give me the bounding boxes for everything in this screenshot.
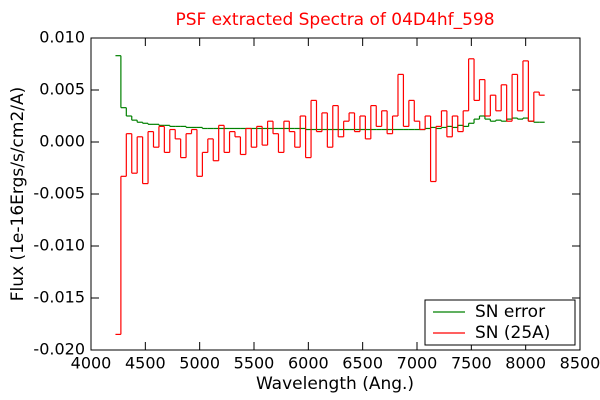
x-tick-label: 8500 bbox=[560, 354, 600, 373]
x-tick-label: 6000 bbox=[288, 354, 329, 373]
y-tick-label: 0.010 bbox=[39, 28, 85, 47]
x-tick-label: 4500 bbox=[125, 354, 166, 373]
x-axis-label: Wavelength (Ang.) bbox=[256, 374, 414, 394]
x-tick-label: 8000 bbox=[505, 354, 546, 373]
y-tick-label: -0.020 bbox=[33, 340, 85, 359]
legend-box bbox=[424, 299, 576, 346]
x-tick-label: 7500 bbox=[451, 354, 492, 373]
y-tick-label: -0.015 bbox=[33, 288, 85, 307]
y-tick-label: 0.000 bbox=[39, 132, 85, 151]
plot-area bbox=[115, 55, 545, 335]
x-tick-label: 6500 bbox=[342, 354, 383, 373]
y-tick-label: -0.005 bbox=[33, 184, 85, 203]
x-tick-label: 5500 bbox=[234, 354, 275, 373]
y-axis-label: Flux (1e-16Ergs/s/cm2/A) bbox=[8, 87, 28, 302]
legend-label: SN (25A) bbox=[475, 323, 550, 343]
y-tick-label: -0.010 bbox=[33, 236, 85, 255]
x-tick-label: 4000 bbox=[71, 354, 112, 373]
x-tick-label: 5000 bbox=[179, 354, 220, 373]
y-tick-label: 0.005 bbox=[39, 80, 85, 99]
chart-title: PSF extracted Spectra of 04D4hf_598 bbox=[175, 10, 494, 30]
x-tick-label: 7000 bbox=[397, 354, 438, 373]
legend-label: SN error bbox=[475, 302, 545, 322]
